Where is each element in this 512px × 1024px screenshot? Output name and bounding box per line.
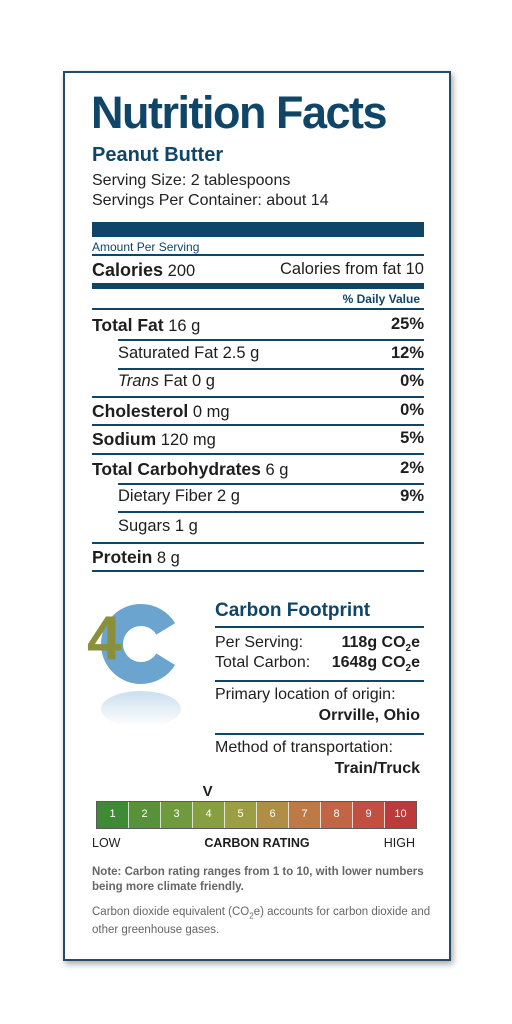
origin-value: Orrville, Ohio — [318, 707, 420, 724]
rating-cell-8: 8 — [321, 802, 353, 828]
nutrient-row-trans-fat: Trans Fat 0 g 0% — [118, 372, 424, 390]
nutrient-row-saturated-fat: Saturated Fat 2.5 g 12% — [118, 344, 424, 362]
label-title: Nutrition Facts — [91, 87, 388, 138]
total-carbon-value: 1648g CO2e — [331, 654, 420, 675]
rating-cell-number: 4 — [205, 808, 212, 820]
nutrition-label: Nutrition Facts Peanut Butter Serving Si… — [63, 71, 451, 961]
nutrient-row-total-fat: Total Fat 16 g 25% — [92, 315, 424, 335]
divider — [92, 396, 424, 398]
per-serving-label: Per Serving: — [215, 634, 304, 651]
rating-cell-number: 7 — [301, 808, 308, 820]
rating-cell-9: 9 — [353, 802, 385, 828]
per-serving-value: 118g CO2e — [341, 634, 421, 655]
daily-value-header: % Daily Value — [342, 292, 420, 306]
nutrient-row-total-carbohydrates: Total Carbohydrates 6 g 2% — [92, 459, 424, 479]
divider — [118, 511, 424, 513]
nutrient-row-dietary-fiber: Dietary Fiber 2 g 9% — [118, 487, 424, 505]
rating-cell-7: 7 — [289, 802, 321, 828]
nutrient-row-protein: Protein 8 g — [92, 547, 180, 567]
calories-from-fat: Calories from fat 10 — [280, 260, 424, 278]
rating-cell-5: 5 — [225, 802, 257, 828]
divider — [118, 368, 424, 370]
carbon-title: Carbon Footprint — [215, 600, 371, 621]
rating-cell-number: 3 — [173, 808, 180, 820]
rating-cell-number: 5 — [237, 808, 244, 820]
carbon-logo-number: 4 — [87, 604, 122, 673]
servings-per-container: Servings Per Container: about 14 — [92, 192, 329, 209]
rating-cell-number: 9 — [365, 808, 372, 820]
divider — [215, 680, 424, 682]
carbon-rating-meter: 1 2 3 4 5 6 7 8 9 10 — [96, 801, 417, 829]
nutrient-row-sodium: Sodium 120 mg 5% — [92, 429, 424, 449]
carbon-rating-label: CARBON RATING — [204, 836, 310, 850]
divider — [92, 570, 424, 572]
divider — [92, 542, 424, 544]
calories-row: Calories 200 Calories from fat 10 — [92, 260, 424, 282]
rating-low-label: LOW — [92, 836, 121, 850]
rating-cell-10: 10 — [385, 802, 416, 828]
amount-per-serving: Amount Per Serving — [92, 240, 200, 254]
carbon-logo-icon: 4 — [87, 604, 181, 727]
transport-label: Method of transportation: — [215, 739, 393, 756]
divider — [92, 308, 424, 310]
divider — [92, 254, 424, 256]
product-name: Peanut Butter — [92, 144, 224, 166]
serving-size: Serving Size: 2 tablespoons — [92, 172, 291, 189]
divider — [118, 483, 424, 485]
medium-divider — [92, 283, 424, 289]
total-carbon-label: Total Carbon: — [215, 654, 311, 671]
co2-footnote: Carbon dioxide equivalent (CO2e) account… — [92, 906, 431, 937]
rating-cell-number: 8 — [333, 808, 340, 820]
rating-cell-number: 1 — [109, 808, 116, 820]
transport-value: Train/Truck — [334, 760, 420, 777]
divider — [215, 733, 424, 735]
nutrient-row-cholesterol: Cholesterol 0 mg 0% — [92, 401, 424, 421]
thick-divider — [92, 222, 424, 237]
divider — [92, 424, 424, 426]
divider — [215, 626, 424, 628]
rating-cell-number: 10 — [394, 808, 407, 820]
calories-label: Calories — [92, 260, 164, 280]
rating-cell-6: 6 — [257, 802, 289, 828]
rating-marker: V — [202, 783, 213, 800]
rating-cell-4: 4 — [193, 802, 225, 828]
divider — [92, 453, 424, 455]
rating-cell-2: 2 — [129, 802, 161, 828]
nutrient-row-sugars: Sugars 1 g — [118, 517, 198, 535]
rating-cell-1: 1 — [97, 802, 129, 828]
rating-cell-number: 6 — [269, 808, 276, 820]
rating-cell-3: 3 — [161, 802, 193, 828]
carbon-note: Note: Carbon rating ranges from 1 to 10,… — [92, 866, 424, 893]
divider — [118, 339, 424, 341]
origin-label: Primary location of origin: — [215, 686, 396, 703]
rating-high-label: HIGH — [383, 836, 415, 850]
calories-value: 200 — [167, 262, 196, 280]
rating-cell-number: 2 — [141, 808, 148, 820]
